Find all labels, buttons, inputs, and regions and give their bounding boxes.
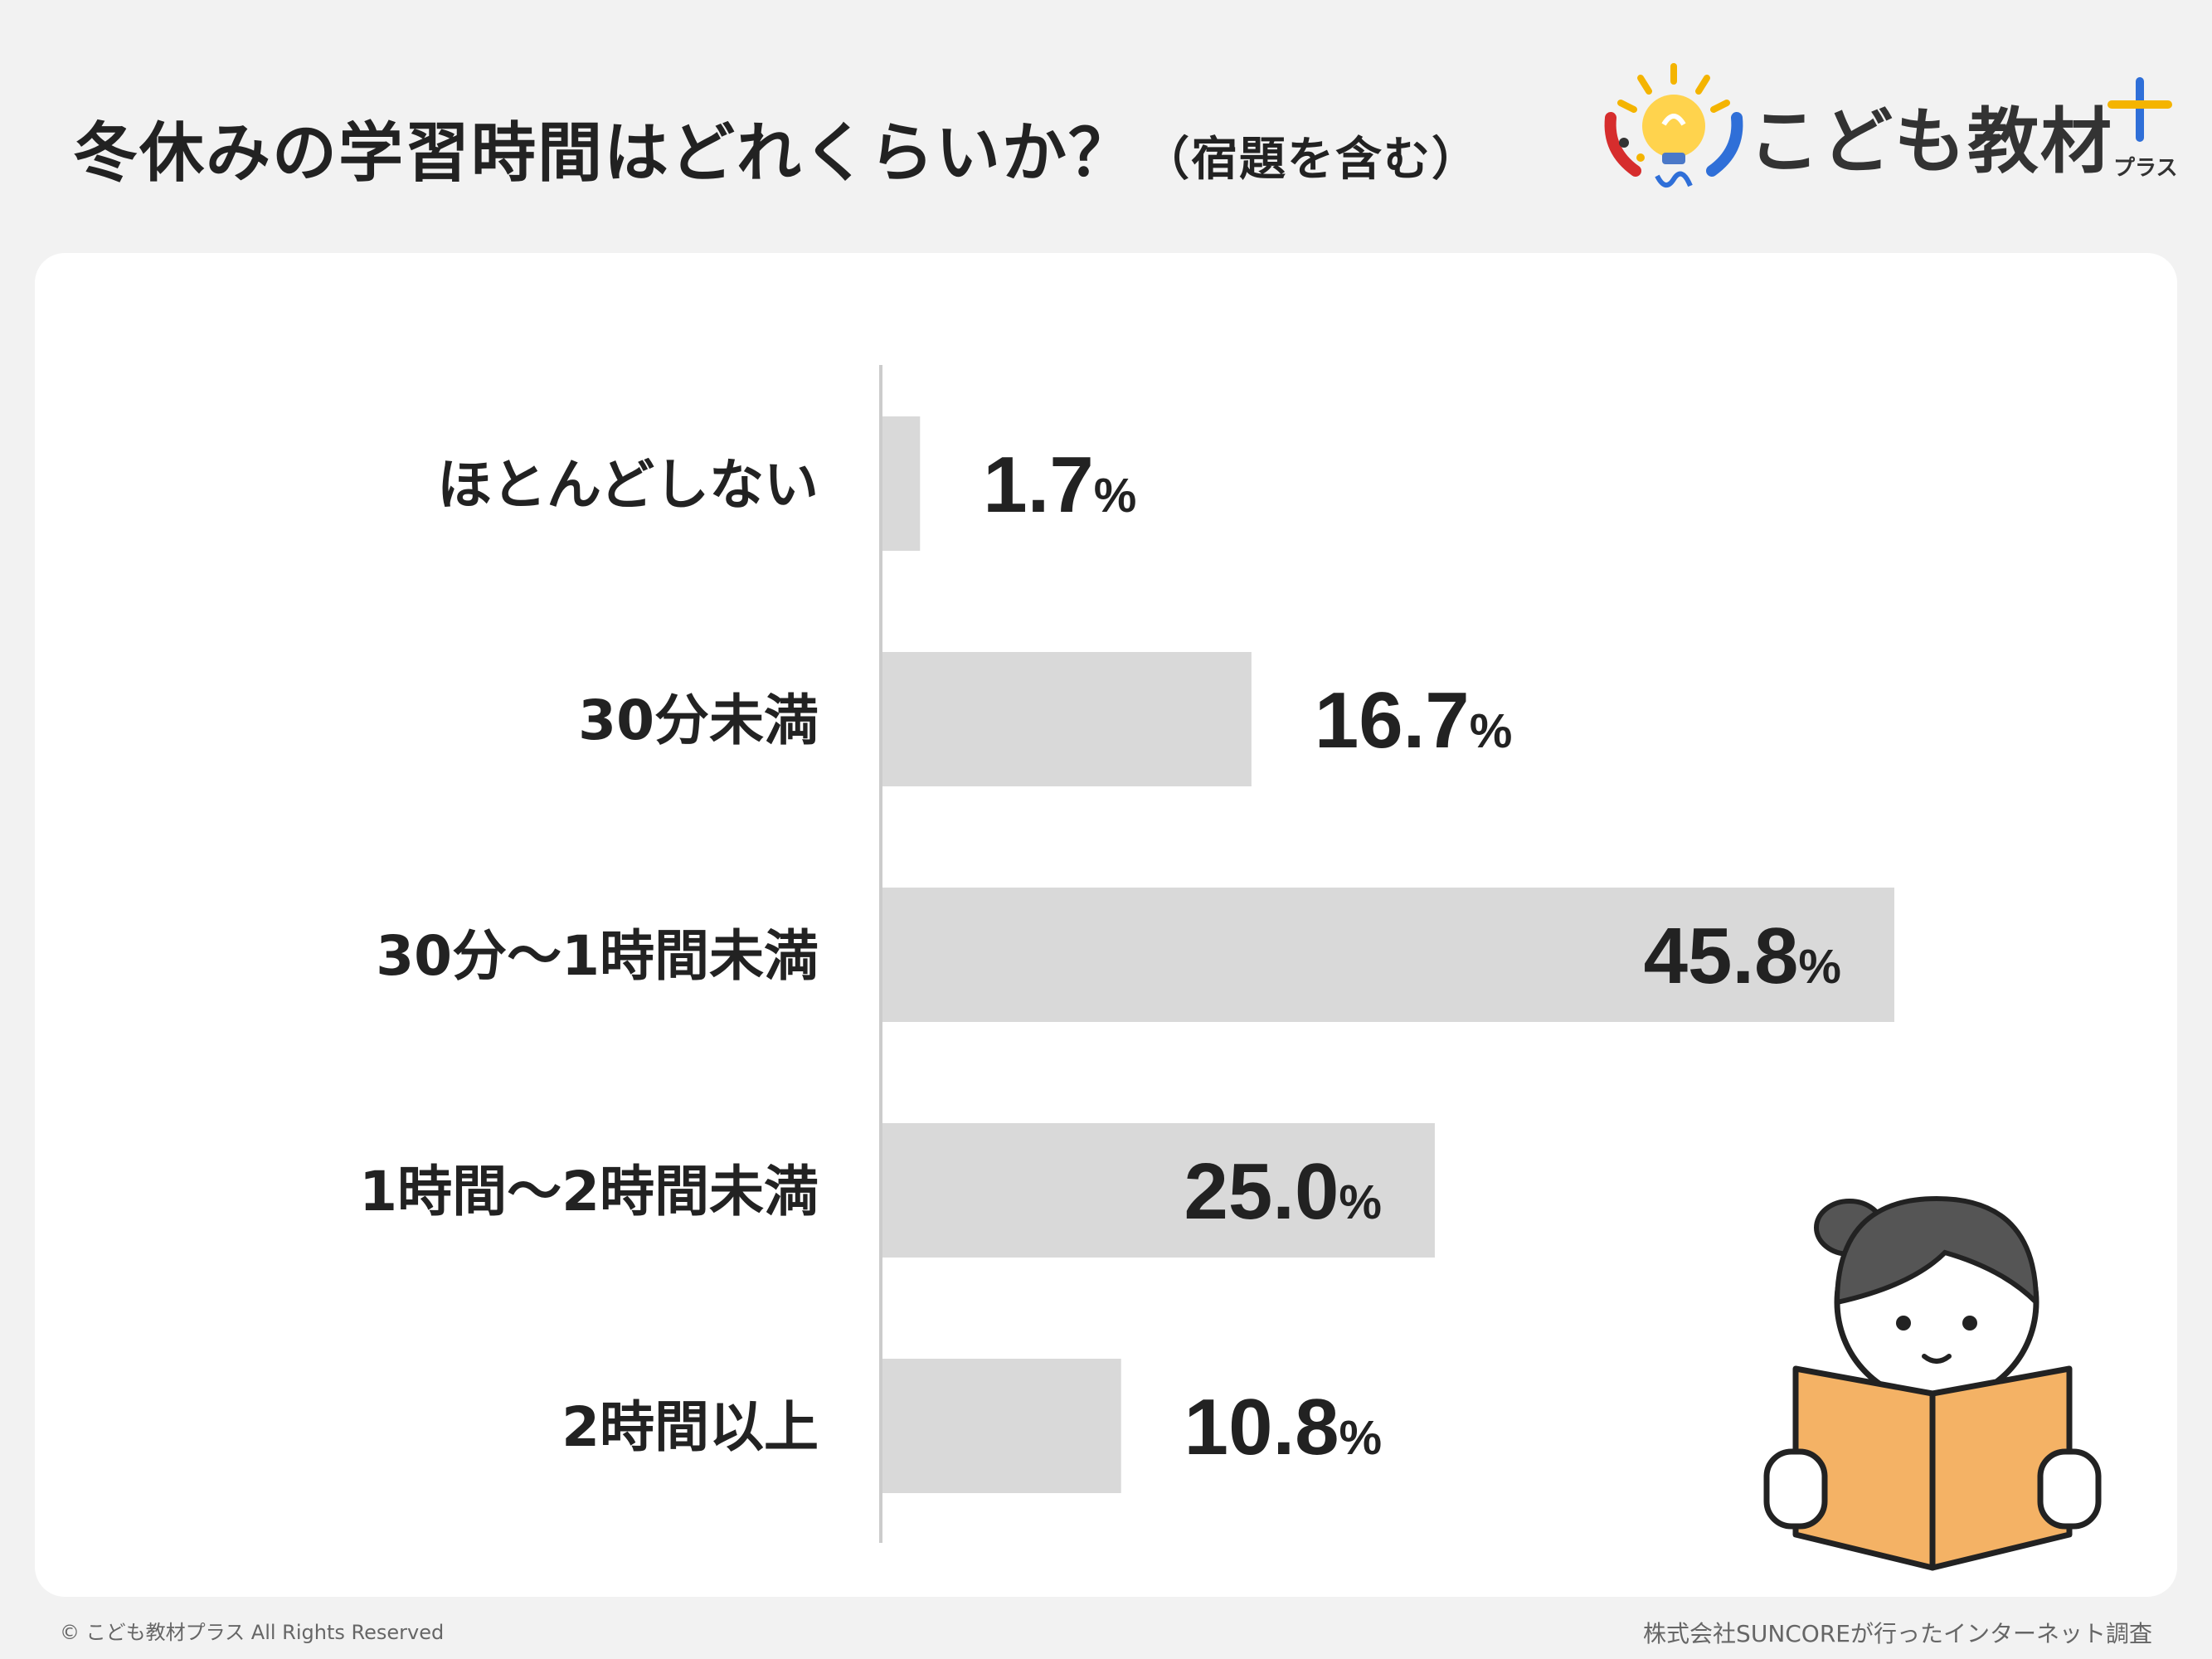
bar	[882, 1123, 1435, 1258]
title-sub: （宿題を含む）	[1143, 133, 1480, 187]
bar	[882, 416, 921, 551]
bar	[882, 888, 1894, 1022]
bar	[882, 652, 1252, 786]
logo-plus-label: プラス	[2113, 156, 2178, 181]
logo-text: こども教材	[1748, 100, 2113, 183]
value-label: 1.7%	[983, 440, 1136, 529]
category-label: 30分〜1時間未満	[376, 924, 819, 988]
source-note: 株式会社SUNCOREが行ったインターネット調査	[1643, 1620, 2152, 1647]
value-label: 16.7%	[1315, 676, 1512, 765]
bar-chart: ほとんどしない 1.7% 30分未満 16.7% 30分〜1時間未満 45.8% 1時間〜2…	[359, 365, 1894, 1543]
category-label: ほとんどしない	[437, 453, 819, 517]
bar	[882, 1359, 1121, 1493]
value-label: 25.0%	[1184, 1147, 1382, 1236]
girl-reading-illustration	[1763, 1195, 2102, 1571]
lightbulb-logo-icon	[1604, 63, 1743, 187]
title-main: 冬休みの学習時間はどれくらいか？	[73, 116, 1135, 191]
logo: こども教材 プラス	[1599, 60, 2180, 201]
category-label: 1時間〜2時間未満	[359, 1160, 819, 1224]
category-label: 2時間以上	[562, 1395, 819, 1459]
plus-logo-icon	[2107, 77, 2172, 142]
page-title: 冬休みの学習時間はどれくらいか？ （宿題を含む）	[73, 101, 1480, 194]
copyright: © こども教材プラス All Rights Reserved	[60, 1621, 445, 1644]
category-label: 30分未満	[578, 688, 819, 752]
value-label: 45.8%	[1644, 912, 1841, 1000]
value-label: 10.8%	[1184, 1383, 1382, 1472]
